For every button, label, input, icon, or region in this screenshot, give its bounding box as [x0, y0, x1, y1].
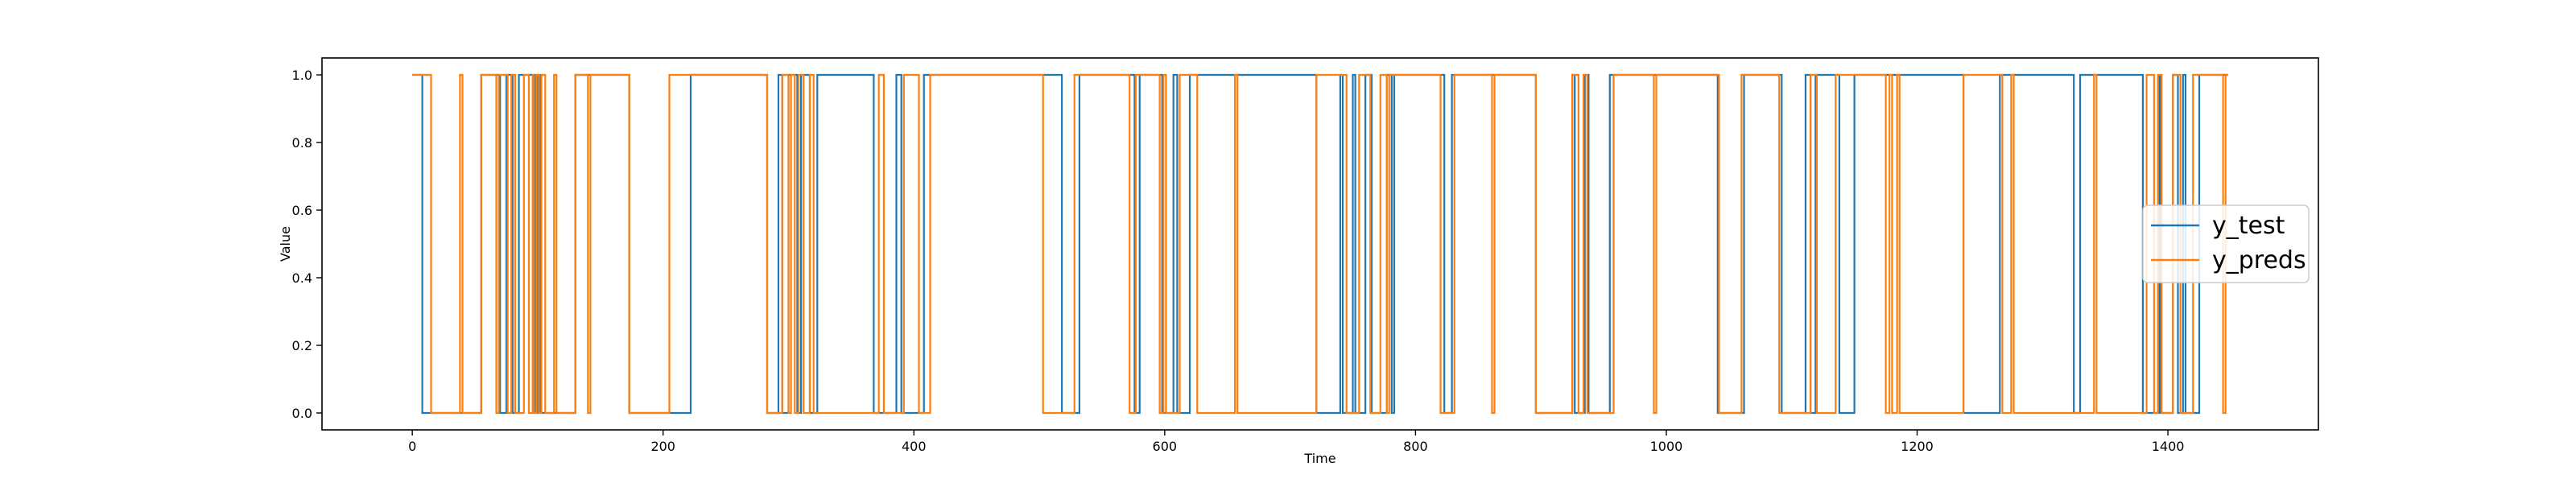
- x-tick-label: 400: [902, 439, 927, 454]
- y-tick-label: 0.0: [292, 406, 312, 421]
- y-tick-label: 0.4: [292, 270, 312, 286]
- series-lines: [412, 73, 2228, 415]
- x-axis-ticks: 0 200 400 600 800 1000 1200 1400: [408, 430, 2184, 454]
- x-tick-label: 200: [650, 439, 675, 454]
- x-tick-label: 1000: [1650, 439, 1683, 454]
- y-tick-label: 0.8: [292, 135, 312, 151]
- x-tick-label: 800: [1403, 439, 1428, 454]
- x-tick-label: 0: [408, 439, 416, 454]
- y-axis-label: Value: [278, 226, 293, 262]
- y-tick-label: 0.6: [292, 203, 312, 218]
- series-line-y-test: [412, 73, 2228, 415]
- x-tick-label: 1400: [2152, 439, 2185, 454]
- legend: y_test y_preds: [2142, 204, 2310, 283]
- legend-label-y-test: y_test: [2212, 212, 2285, 240]
- x-tick-label: 600: [1153, 439, 1178, 454]
- x-axis-label: Time: [1303, 451, 1335, 466]
- y-tick-label: 1.0: [292, 68, 312, 83]
- x-tick-label: 1200: [1901, 439, 1934, 454]
- y-tick-label: 0.2: [292, 338, 312, 353]
- y-axis-ticks: 0.0 0.2 0.4 0.6 0.8 1.0: [292, 68, 322, 421]
- plot-frame: [321, 57, 2319, 431]
- legend-label-y-preds: y_preds: [2212, 246, 2306, 275]
- series-line-y-preds: [412, 73, 2228, 415]
